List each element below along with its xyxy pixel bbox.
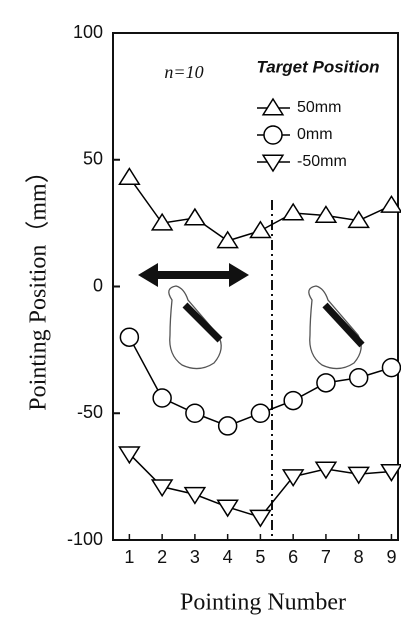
x-axis-label: Pointing Number xyxy=(180,590,346,616)
x-tick-label: 2 xyxy=(157,547,167,567)
x-tick-label: 6 xyxy=(288,547,298,567)
marker xyxy=(118,446,141,465)
y-tick-label: 100 xyxy=(73,22,103,42)
marker xyxy=(314,461,338,480)
y-tick-label: -50 xyxy=(77,402,103,422)
marker xyxy=(118,167,141,185)
marker xyxy=(183,486,207,505)
marker xyxy=(183,207,207,226)
plot-frame xyxy=(112,32,399,541)
x-tick-label: 5 xyxy=(255,547,265,567)
marker xyxy=(150,479,174,498)
legend-label: 0mm xyxy=(297,126,333,143)
marker xyxy=(217,416,238,436)
x-tick-label: 7 xyxy=(321,547,331,567)
legend-title: Target Position xyxy=(256,57,379,76)
marker xyxy=(250,403,271,423)
hand-icon xyxy=(168,285,223,370)
hand-icon xyxy=(308,285,365,370)
marker xyxy=(348,368,369,388)
marker xyxy=(249,509,272,528)
x-tick-label: 8 xyxy=(354,547,364,567)
y-axis-label: Pointing Position（mm） xyxy=(26,159,52,410)
marker xyxy=(152,388,172,408)
legend-label: -50mm xyxy=(297,153,347,170)
x-tick-label: 9 xyxy=(386,547,396,567)
marker xyxy=(380,464,401,482)
x-tick-label: 3 xyxy=(190,547,200,567)
marker xyxy=(316,373,336,393)
x-tick-label: 4 xyxy=(223,547,233,567)
marker xyxy=(249,220,272,239)
marker xyxy=(185,403,205,423)
y-tick-label: 0 xyxy=(93,275,103,295)
x-tick-label: 1 xyxy=(124,547,134,567)
marker xyxy=(281,469,305,488)
marker xyxy=(119,327,140,347)
marker xyxy=(347,466,370,485)
marker xyxy=(380,194,401,213)
y-tick-label: 50 xyxy=(83,149,103,169)
marker xyxy=(314,205,338,224)
marker xyxy=(281,202,305,221)
marker xyxy=(216,499,239,518)
annotation: n=10 xyxy=(164,62,203,82)
legend-label: 50mm xyxy=(297,99,341,116)
legend-marker xyxy=(261,154,285,173)
marker xyxy=(347,210,370,229)
y-tick-label: -100 xyxy=(67,529,103,549)
marker xyxy=(283,390,303,411)
legend-marker xyxy=(261,97,285,116)
marker xyxy=(381,357,401,378)
double-arrow xyxy=(138,263,249,287)
legend-marker xyxy=(263,125,283,145)
marker xyxy=(150,212,174,231)
marker xyxy=(216,230,239,249)
